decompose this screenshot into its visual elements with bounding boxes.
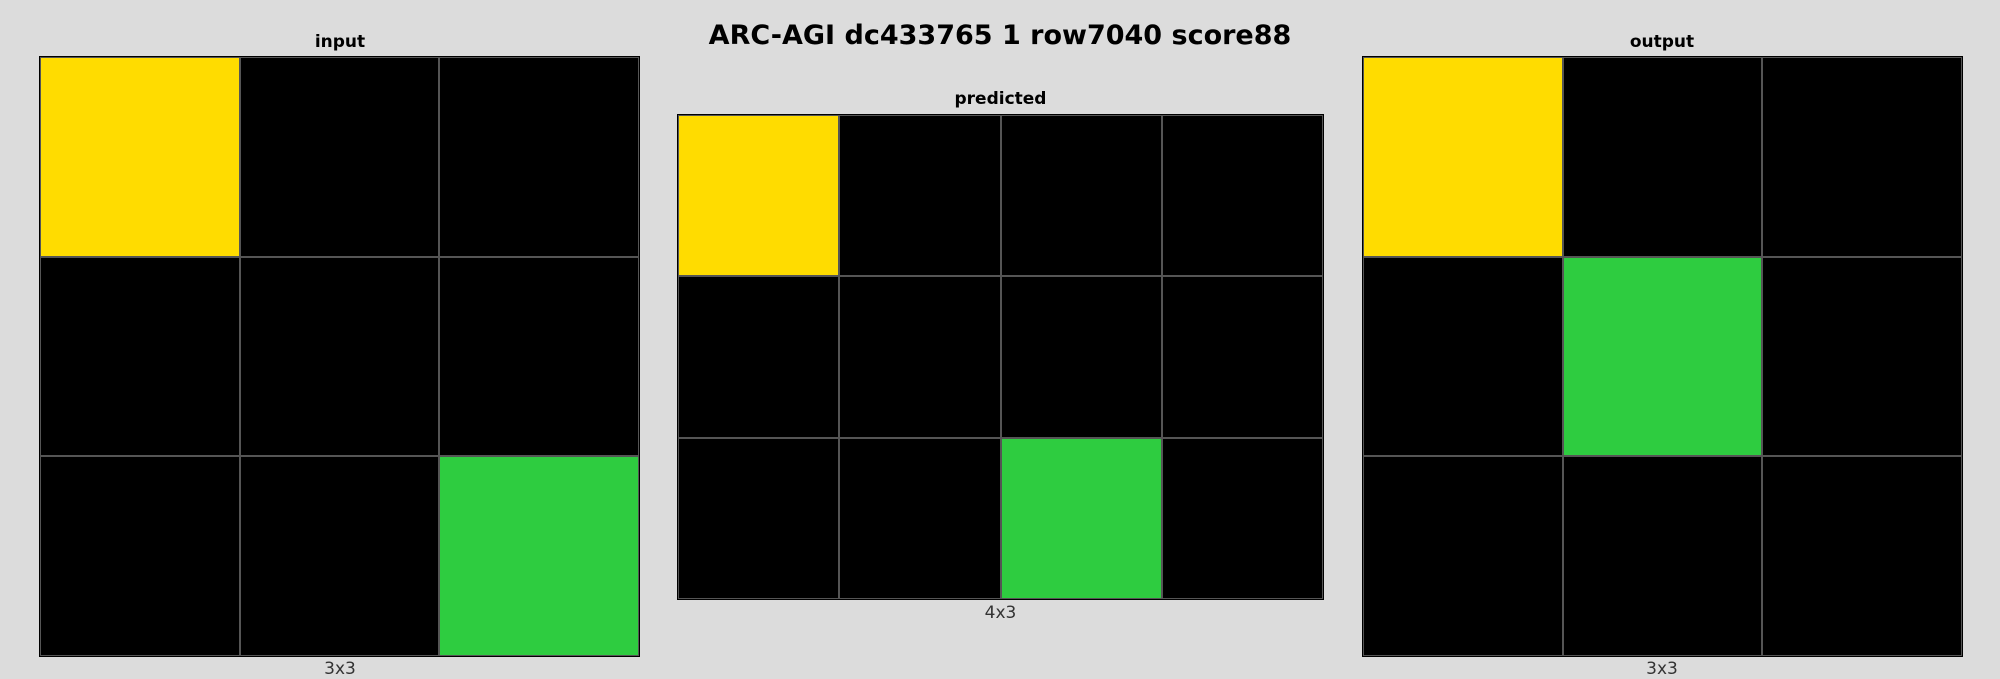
- input-cell-r2-c1: [239, 456, 440, 656]
- input-cell-r0-c2: [439, 57, 639, 257]
- output-cell-r2-c0: [1363, 456, 1563, 656]
- predicted-dims-label: 4x3: [984, 603, 1017, 623]
- predicted-cell-r1-c2: [1000, 276, 1162, 438]
- output-cell-r0-c0: [1363, 57, 1563, 257]
- input-cell-r0-c0: [40, 57, 240, 257]
- input-cell-r1-c1: [239, 256, 440, 457]
- output-dims-label: 3x3: [1646, 659, 1678, 679]
- output-cell-r0-c1: [1562, 57, 1763, 257]
- predicted-cell-r1-c0: [678, 276, 840, 438]
- output-cell-r0-c2: [1762, 57, 1962, 257]
- input-cell-r2-c2: [439, 456, 639, 656]
- figure-title: ARC-AGI dc433765 1 row7040 score88: [708, 20, 1292, 51]
- predicted-cell-r1-c3: [1161, 276, 1323, 438]
- predicted-cell-r2-c3: [1161, 437, 1323, 599]
- input-cell-r2-c0: [40, 456, 240, 656]
- input-cell-r1-c2: [439, 256, 639, 457]
- predicted-cell-r0-c0: [678, 115, 840, 277]
- predicted-cell-r2-c0: [678, 437, 840, 599]
- output-panel-label: output: [1629, 32, 1695, 52]
- output-cell-r1-c0: [1363, 256, 1563, 457]
- predicted-cell-r2-c2: [1000, 437, 1162, 599]
- input-cell-r1-c0: [40, 256, 240, 457]
- predicted-grid: [677, 114, 1324, 600]
- output-cell-r1-c1: [1562, 256, 1763, 457]
- predicted-cell-r0-c3: [1161, 115, 1323, 277]
- predicted-cell-r2-c1: [839, 437, 1001, 599]
- output-grid: [1362, 56, 1963, 657]
- output-cell-r2-c2: [1762, 456, 1962, 656]
- output-cell-r2-c1: [1562, 456, 1763, 656]
- predicted-cell-r0-c2: [1000, 115, 1162, 277]
- output-cell-r1-c2: [1762, 256, 1962, 457]
- predicted-panel-label: predicted: [954, 89, 1047, 109]
- input-panel-label: input: [314, 32, 366, 52]
- input-grid: [39, 56, 640, 657]
- input-cell-r0-c1: [239, 57, 440, 257]
- predicted-cell-r0-c1: [839, 115, 1001, 277]
- predicted-cell-r1-c1: [839, 276, 1001, 438]
- input-dims-label: 3x3: [324, 659, 356, 679]
